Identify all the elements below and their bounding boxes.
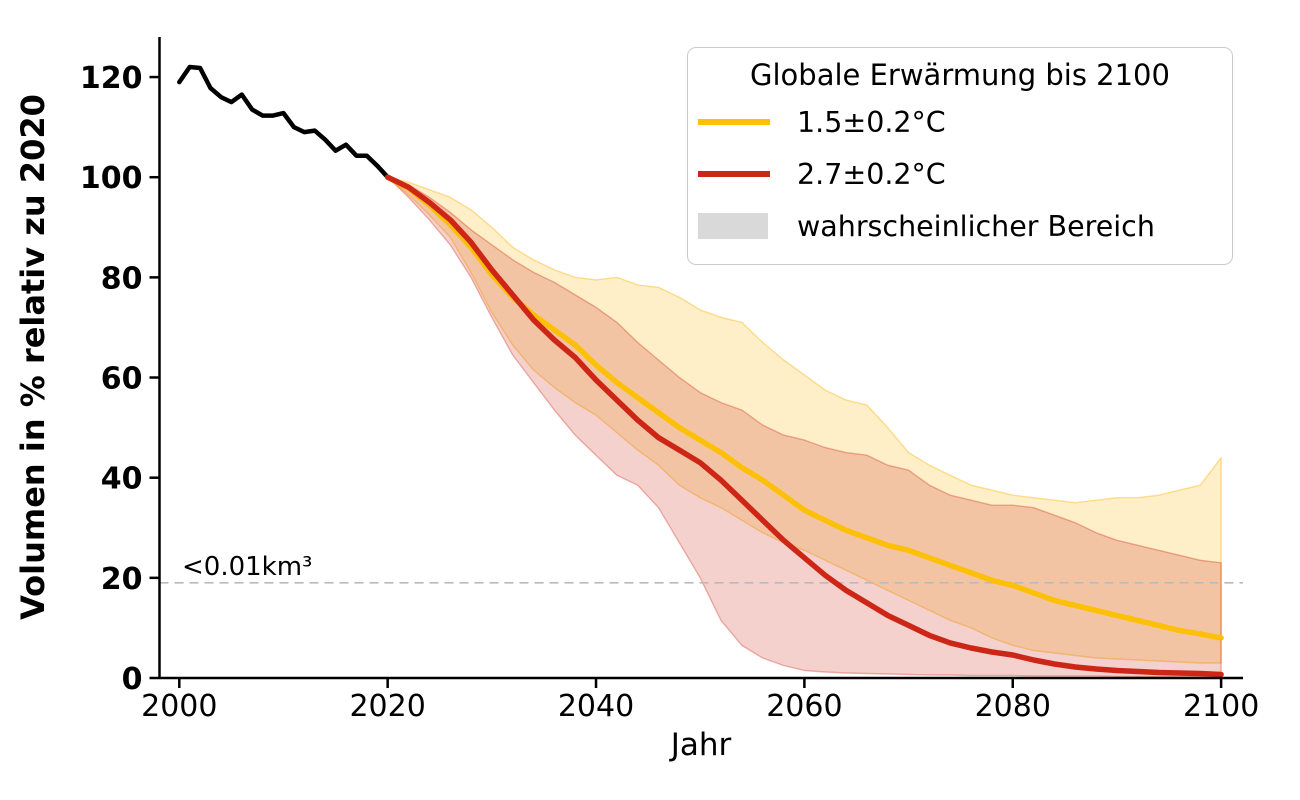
legend-entry-likely-range: wahrscheinlicher Bereich <box>688 200 1232 252</box>
uncertainty-bands <box>387 176 1222 678</box>
legend-label: 1.5±0.2°C <box>797 105 946 139</box>
threshold-annotation: <0.01km³ <box>182 552 312 582</box>
x-tick-label: 2020 <box>349 689 425 724</box>
legend-entry-1-5C: 1.5±0.2°C <box>688 96 1232 148</box>
y-tick-label: 40 <box>101 462 143 497</box>
legend-swatch-box <box>698 171 772 177</box>
legend-label: wahrscheinlicher Bereich <box>797 209 1155 243</box>
x-tick-label: 2100 <box>1183 689 1259 724</box>
series-lines <box>177 64 1224 678</box>
y-tick-label: 0 <box>122 662 143 697</box>
y-tick-label: 60 <box>101 362 143 397</box>
patch-swatch-likely-range <box>698 213 768 239</box>
x-tick-label: 2000 <box>141 689 217 724</box>
y-tick-label: 100 <box>80 161 143 196</box>
band-1.5C <box>387 176 1222 664</box>
line-observed <box>177 64 390 180</box>
x-axis-label: Jahr <box>669 727 732 763</box>
y-tick-label: 20 <box>101 562 143 597</box>
y-axis-label: Volumen in % relativ zu 2020 <box>14 94 52 620</box>
x-tick-label: 2040 <box>558 689 634 724</box>
y-tick-label: 80 <box>101 261 143 296</box>
x-tick-label: 2060 <box>766 689 842 724</box>
legend-swatch-box <box>698 213 772 239</box>
legend-label: 2.7±0.2°C <box>797 157 946 191</box>
legend-entry-2-7C: 2.7±0.2°C <box>688 148 1232 200</box>
line-swatch-2-7C <box>698 171 770 177</box>
band-2.7C <box>387 176 1222 678</box>
axes <box>158 37 1243 680</box>
y-tick-label: 120 <box>80 61 143 96</box>
line-swatch-1-5C <box>698 119 770 125</box>
legend: Globale Erwärmung bis 2100 1.5±0.2°C 2.7… <box>687 47 1233 265</box>
x-tick-label: 2080 <box>975 689 1051 724</box>
legend-swatch-box <box>698 119 772 125</box>
legend-title: Globale Erwärmung bis 2100 <box>750 58 1170 92</box>
line-scenario-2.7C <box>384 174 1224 678</box>
legend-rows: 1.5±0.2°C 2.7±0.2°C wahrscheinlicher Ber… <box>688 96 1232 252</box>
